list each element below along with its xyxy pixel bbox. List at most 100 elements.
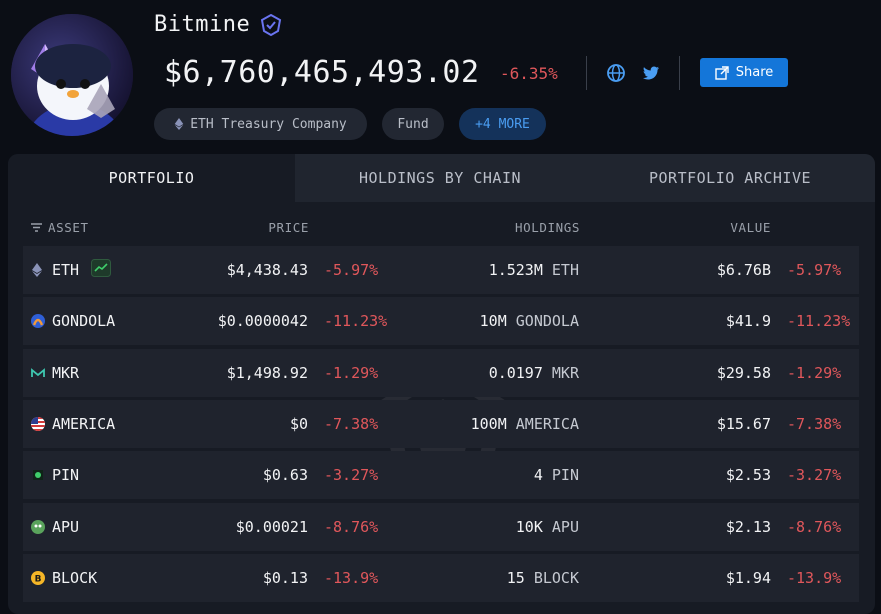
value: $2.53 — [725, 466, 771, 485]
holdings: 10M GONDOLA — [480, 297, 579, 345]
asset-cell[interactable]: MKR — [31, 349, 79, 397]
tag-label: ETH Treasury Company — [190, 116, 347, 132]
eth-icon — [31, 263, 45, 277]
us-flag-icon — [31, 416, 45, 431]
table-row[interactable]: ETH $4,438.43 -5.97% 1.523M ETH $6.76B -… — [23, 246, 859, 294]
holdings-amount: 100M — [470, 414, 507, 433]
tab-portfolio[interactable]: PORTFOLIO — [8, 154, 295, 202]
holdings-symbol: AMERICA — [515, 414, 579, 433]
asset-name: GONDOLA — [52, 312, 116, 331]
asset-name: PIN — [52, 466, 80, 485]
table-row[interactable]: AMERICA $0 -7.38% 100M AMERICA $15.67 -7… — [23, 399, 859, 448]
price: $0.63 — [262, 466, 308, 485]
header-holdings[interactable]: HOLDINGS — [514, 220, 580, 235]
asset-cell[interactable]: GONDOLA — [31, 297, 115, 345]
total-value: $6,760,465,493.02 — [164, 55, 480, 90]
pin-icon — [31, 468, 45, 482]
value: $15.67 — [716, 414, 771, 433]
share-icon — [715, 65, 729, 80]
value: $6.76B — [716, 261, 771, 279]
filter-icon — [31, 223, 42, 232]
tag-label: Fund — [397, 116, 429, 132]
value-change: -7.38% — [787, 414, 842, 433]
eth-icon — [174, 118, 184, 130]
asset-name: AMERICA — [52, 414, 116, 433]
header-divider — [679, 56, 680, 90]
holdings-amount: 4 — [533, 466, 543, 485]
holdings: 1.523M ETH — [489, 246, 579, 294]
holdings: 15 BLOCK — [507, 554, 579, 602]
tag-more-button[interactable]: +4 MORE — [459, 108, 546, 140]
tab-portfolio-archive[interactable]: PORTFOLIO ARCHIVE — [585, 154, 875, 202]
share-button[interactable]: Share — [700, 58, 788, 87]
table-row[interactable]: GONDOLA $0.0000042 -11.23% 10M GONDOLA $… — [23, 297, 859, 346]
holdings-amount: 10M — [479, 312, 507, 331]
table-row[interactable]: MKR $1,498.92 -1.29% 0.0197 MKR $29.58 -… — [23, 348, 859, 397]
table-row[interactable]: PIN $0.63 -3.27% 4 PIN $2.53 -3.27% — [23, 451, 859, 500]
price-change: -11.23% — [324, 312, 388, 331]
entity-name: Bitmine — [154, 12, 251, 37]
verified-badge-icon — [261, 13, 282, 36]
holdings-symbol: GONDOLA — [515, 312, 579, 331]
header-value[interactable]: VALUE — [730, 220, 771, 235]
tab-bar: PORTFOLIO HOLDINGS BY CHAIN PORTFOLIO AR… — [8, 154, 875, 202]
price-change: -7.38% — [324, 414, 379, 433]
tag-label: +4 MORE — [475, 116, 530, 132]
mkr-icon — [31, 366, 45, 380]
twitter-icon[interactable] — [641, 63, 661, 83]
apu-icon — [31, 519, 45, 534]
gondola-icon — [31, 314, 45, 329]
entity-title: Bitmine — [154, 12, 282, 37]
share-label: Share — [735, 65, 774, 80]
holdings-symbol: BLOCK — [533, 568, 579, 587]
value-change: -1.29% — [787, 363, 842, 382]
holdings: 10K APU — [516, 503, 579, 551]
holdings-amount: 0.0197 — [488, 363, 543, 382]
holdings-amount: 10K — [515, 517, 543, 536]
table-row[interactable]: B BLOCK $0.13 -13.9% 15 BLOCK $1.94 -13.… — [23, 553, 859, 602]
website-globe-icon[interactable] — [606, 63, 626, 83]
value: $41.9 — [725, 312, 771, 331]
price: $0 — [289, 414, 308, 433]
header-asset[interactable]: ASSET — [31, 220, 89, 235]
header-asset-label: ASSET — [48, 220, 89, 235]
holdings: 0.0197 MKR — [489, 349, 579, 397]
holdings-symbol: ETH — [551, 261, 579, 279]
block-icon: B — [31, 570, 45, 585]
price-change: -5.97% — [324, 261, 379, 279]
value: $2.13 — [725, 517, 771, 536]
tag-eth-treasury-company[interactable]: ETH Treasury Company — [154, 108, 367, 140]
asset-name: APU — [52, 517, 80, 536]
total-change: -6.35% — [500, 64, 558, 83]
price-change: -8.76% — [324, 517, 379, 536]
tag-fund[interactable]: Fund — [382, 108, 444, 140]
holdings-symbol: MKR — [551, 363, 579, 382]
price: $0.0000042 — [217, 312, 308, 331]
value-change: -3.27% — [787, 466, 842, 485]
trend-chart-icon[interactable] — [91, 259, 112, 281]
price: $0.13 — [262, 568, 308, 587]
asset-cell[interactable]: AMERICA — [31, 400, 115, 448]
price: $4,438.43 — [226, 261, 308, 279]
value-change: -11.23% — [787, 312, 851, 331]
holdings-symbol: PIN — [551, 466, 579, 485]
value: $1.94 — [725, 568, 771, 587]
tab-holdings-by-chain[interactable]: HOLDINGS BY CHAIN — [295, 154, 585, 202]
asset-cell[interactable]: B BLOCK — [31, 554, 97, 602]
holdings-symbol: APU — [551, 517, 579, 536]
asset-cell[interactable]: PIN — [31, 451, 79, 499]
holdings: 4 PIN — [534, 451, 579, 499]
value-change: -8.76% — [787, 517, 842, 536]
svg-text:B: B — [35, 574, 42, 584]
asset-cell[interactable]: APU — [31, 503, 79, 551]
portfolio-panel: PORTFOLIO HOLDINGS BY CHAIN PORTFOLIO AR… — [8, 154, 875, 614]
header-price[interactable]: PRICE — [268, 220, 309, 235]
table-row[interactable]: APU $0.00021 -8.76% 10K APU $2.13 -8.76% — [23, 502, 859, 551]
price: $1,498.92 — [226, 363, 308, 382]
holdings-amount: 1.523M — [488, 261, 543, 279]
price-change: -1.29% — [324, 363, 379, 382]
price: $0.00021 — [235, 517, 308, 536]
asset-cell[interactable]: ETH — [31, 246, 112, 294]
holdings: 100M AMERICA — [471, 400, 579, 448]
value-change: -13.9% — [787, 568, 842, 587]
